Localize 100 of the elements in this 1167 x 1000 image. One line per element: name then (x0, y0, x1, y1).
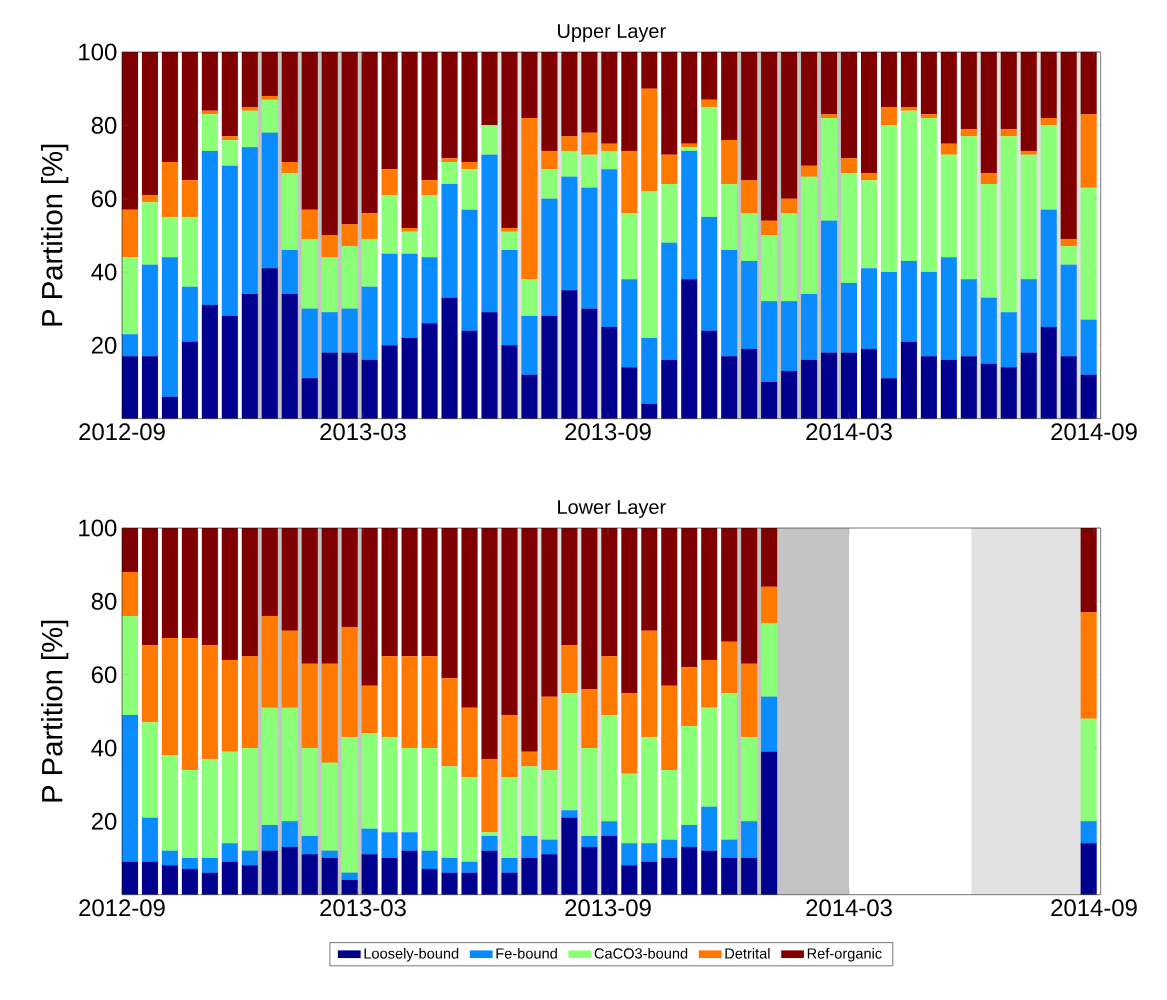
bar (721, 692, 738, 840)
bar (940, 143, 957, 155)
bar (661, 154, 678, 185)
legend-label: Fe-bound (496, 947, 557, 959)
bar (221, 139, 238, 166)
bar (501, 345, 518, 419)
bar (641, 337, 658, 405)
bar (501, 857, 518, 873)
bar (561, 817, 578, 895)
bar (401, 337, 418, 419)
bar (501, 777, 518, 859)
bar (1080, 319, 1097, 375)
bar (321, 528, 338, 664)
bar (281, 821, 298, 848)
bar (661, 769, 678, 840)
x-tick-label: 2014-09 (1051, 899, 1137, 917)
bar (761, 220, 778, 236)
bar (421, 747, 438, 851)
bar (341, 626, 358, 738)
x-tick-label: 2012-09 (79, 899, 165, 917)
bar (221, 165, 238, 317)
bar (561, 176, 578, 291)
bar (940, 257, 957, 361)
bar (621, 528, 638, 694)
bar (241, 110, 258, 148)
bar (321, 850, 338, 859)
bar (241, 528, 258, 657)
bar (541, 696, 558, 771)
bar (421, 52, 438, 181)
bar (261, 132, 278, 269)
bar (641, 191, 658, 339)
bar (361, 528, 378, 686)
bar (381, 832, 398, 859)
bar (321, 762, 338, 851)
bar (940, 52, 957, 144)
bar (361, 685, 378, 734)
bar (161, 52, 178, 163)
bar (341, 528, 358, 628)
bar (181, 180, 198, 218)
bar (860, 172, 878, 181)
bar (701, 216, 718, 331)
bar (361, 359, 378, 419)
bar (181, 341, 198, 419)
bar (980, 172, 997, 185)
bar (1040, 125, 1057, 210)
bar (122, 356, 139, 419)
bar (761, 751, 778, 895)
bar (960, 136, 977, 280)
bar (581, 747, 598, 837)
bar (421, 656, 438, 749)
bar (541, 52, 558, 152)
y-tick-label: 80 (91, 592, 117, 610)
bar (341, 224, 358, 247)
bar (621, 367, 638, 419)
bar (880, 378, 898, 419)
bar (641, 52, 658, 89)
bar (541, 198, 558, 317)
bar (721, 139, 738, 185)
bar (361, 286, 378, 361)
bar (381, 656, 398, 738)
bar (801, 293, 818, 361)
bar (261, 52, 278, 97)
bar (481, 528, 498, 760)
bar (840, 52, 858, 159)
bar (141, 817, 159, 862)
bar (301, 663, 318, 749)
bar (521, 117, 538, 280)
bar (441, 161, 458, 185)
bar (161, 396, 178, 419)
bar (141, 861, 159, 895)
bar (860, 52, 878, 174)
bar (122, 334, 139, 357)
bar (501, 872, 518, 895)
bar (122, 257, 139, 335)
bar (461, 777, 478, 862)
bar (141, 194, 159, 203)
bar (1080, 114, 1097, 188)
bar (341, 879, 358, 895)
legend-label: Detrital (725, 947, 770, 959)
bar (601, 821, 618, 837)
bar (581, 835, 598, 848)
bar (621, 843, 638, 866)
bar (481, 312, 498, 419)
bar (281, 630, 298, 708)
bar (1060, 238, 1077, 247)
bar (601, 169, 618, 328)
bar (1060, 356, 1077, 419)
bar (461, 330, 478, 419)
bar (1000, 52, 1017, 130)
bar (641, 528, 658, 631)
bar (181, 52, 198, 181)
bar (521, 766, 538, 837)
bar (461, 872, 478, 895)
bar (261, 99, 278, 133)
bar (801, 176, 818, 295)
bar (301, 378, 318, 419)
bar (421, 868, 438, 895)
bar (661, 685, 678, 771)
bar (781, 198, 798, 214)
bar (301, 238, 318, 309)
